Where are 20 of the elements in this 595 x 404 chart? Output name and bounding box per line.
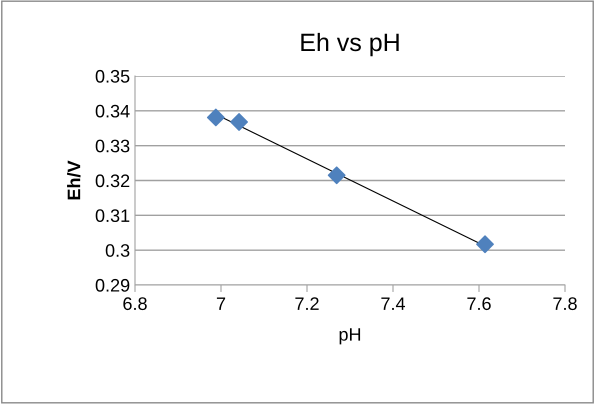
chart-title: Eh vs pH: [301, 32, 399, 56]
y-tick-label: 0.34: [96, 104, 130, 118]
y-tick-label: 0.35: [96, 70, 130, 83]
x-tick-label: 7.4: [381, 297, 406, 310]
y-tick-label: 0.31: [96, 209, 130, 222]
y-axis-title: Eh/V: [67, 160, 81, 200]
x-axis-title: pH: [340, 328, 360, 344]
point: [476, 235, 494, 254]
x-tick-label: 6.8: [123, 297, 147, 310]
point: [328, 166, 346, 184]
x-tick-label: 7.8: [553, 297, 577, 310]
x-tick-label: 7.2: [295, 297, 319, 310]
x-tick-label: 7.6: [467, 297, 491, 310]
y-tick-label: 0.29: [96, 278, 130, 292]
point: [206, 108, 225, 126]
point: [230, 113, 248, 131]
y-tick-label: 0.32: [96, 174, 130, 188]
y-tick-label: 0.3: [106, 244, 130, 257]
x-tick-label: 7: [216, 297, 226, 310]
y-tick-label: 0.33: [96, 140, 130, 152]
